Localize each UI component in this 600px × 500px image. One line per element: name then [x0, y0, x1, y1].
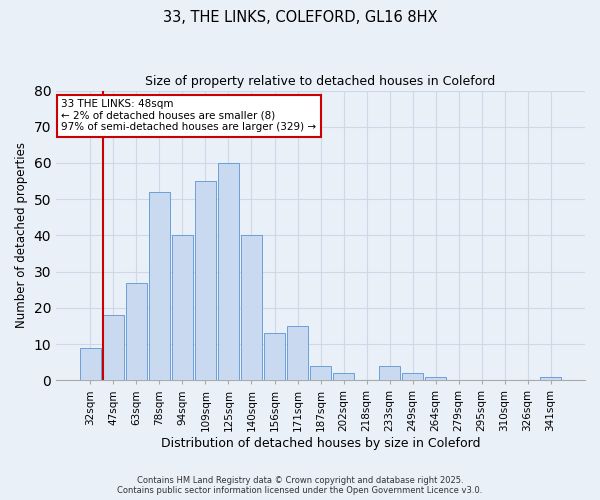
Bar	[333, 373, 354, 380]
Bar	[287, 326, 308, 380]
Bar	[218, 163, 239, 380]
Bar	[149, 192, 170, 380]
X-axis label: Distribution of detached houses by size in Coleford: Distribution of detached houses by size …	[161, 437, 480, 450]
Bar	[241, 236, 262, 380]
Bar	[264, 333, 285, 380]
Bar	[195, 181, 216, 380]
Y-axis label: Number of detached properties: Number of detached properties	[15, 142, 28, 328]
Bar	[540, 376, 561, 380]
Bar	[402, 373, 423, 380]
Text: 33 THE LINKS: 48sqm
← 2% of detached houses are smaller (8)
97% of semi-detached: 33 THE LINKS: 48sqm ← 2% of detached hou…	[61, 99, 316, 132]
Title: Size of property relative to detached houses in Coleford: Size of property relative to detached ho…	[145, 75, 496, 88]
Bar	[379, 366, 400, 380]
Text: 33, THE LINKS, COLEFORD, GL16 8HX: 33, THE LINKS, COLEFORD, GL16 8HX	[163, 10, 437, 25]
Bar	[103, 315, 124, 380]
Bar	[425, 376, 446, 380]
Bar	[310, 366, 331, 380]
Bar	[80, 348, 101, 380]
Text: Contains HM Land Registry data © Crown copyright and database right 2025.
Contai: Contains HM Land Registry data © Crown c…	[118, 476, 482, 495]
Bar	[172, 236, 193, 380]
Bar	[126, 282, 147, 380]
